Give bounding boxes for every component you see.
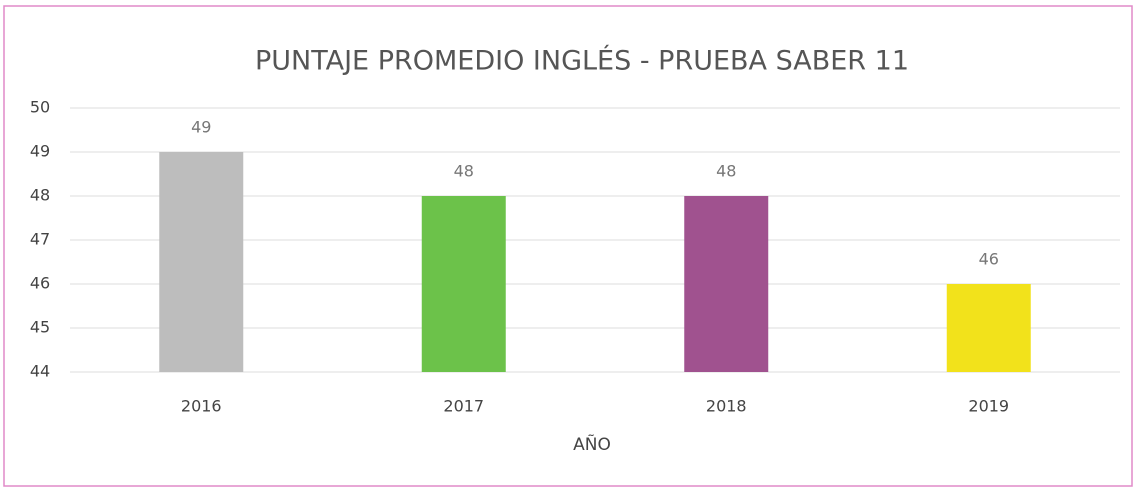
y-tick-label: 44 [30, 362, 50, 381]
bar [421, 196, 506, 372]
bar [946, 284, 1031, 372]
x-axis-label: AÑO [573, 433, 611, 455]
y-tick-label: 47 [30, 230, 50, 249]
y-tick-label: 45 [30, 318, 50, 337]
data-label: 49 [191, 118, 211, 137]
bar [159, 152, 244, 372]
x-tick-label: 2018 [706, 397, 747, 416]
bar [684, 196, 769, 372]
data-label: 48 [716, 162, 736, 181]
x-tick-label: 2016 [181, 397, 222, 416]
y-tick-label: 46 [30, 274, 50, 293]
data-label: 48 [454, 162, 474, 181]
x-tick-label: 2017 [443, 397, 484, 416]
y-tick-label: 48 [30, 186, 50, 205]
y-tick-label: 50 [30, 98, 50, 117]
data-label: 46 [979, 250, 999, 269]
x-tick-label: 2019 [968, 397, 1009, 416]
chart-title: PUNTAJE PROMEDIO INGLÉS - PRUEBA SABER 1… [255, 45, 909, 77]
y-tick-label: 49 [30, 142, 50, 161]
